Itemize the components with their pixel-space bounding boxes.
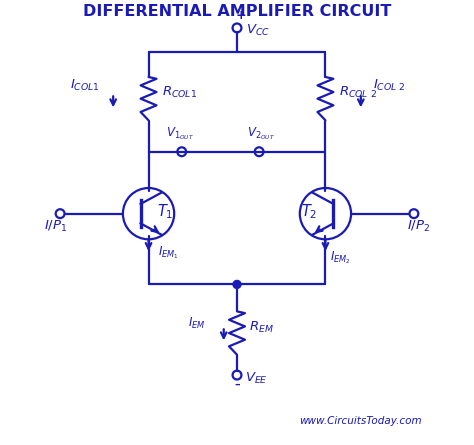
Text: $V_{2_{OUT}}$: $V_{2_{OUT}}$ (247, 125, 275, 142)
Text: $I/P_1$: $I/P_1$ (44, 218, 67, 234)
Text: –: – (234, 380, 240, 390)
Text: $R_{EM}$: $R_{EM}$ (249, 320, 274, 335)
Text: DIFFERENTIAL AMPLIFIER CIRCUIT: DIFFERENTIAL AMPLIFIER CIRCUIT (83, 4, 391, 19)
Text: +: + (235, 9, 246, 22)
Text: $R_{COL1}$: $R_{COL1}$ (162, 85, 197, 100)
Text: $I_{EM_1}$: $I_{EM_1}$ (158, 245, 179, 261)
Circle shape (233, 280, 241, 288)
Text: $I_{COL1}$: $I_{COL1}$ (70, 78, 100, 93)
Text: $I_{EM_2}$: $I_{EM_2}$ (330, 249, 351, 266)
Text: $V_{CC}$: $V_{CC}$ (246, 23, 270, 38)
Text: $I_{COL\ 2}$: $I_{COL\ 2}$ (373, 78, 406, 93)
Text: $I_{EM}$: $I_{EM}$ (189, 316, 206, 331)
Text: $V_{EE}$: $V_{EE}$ (245, 371, 268, 386)
Text: $T_1$: $T_1$ (156, 202, 173, 221)
Text: www.CircuitsToday.com: www.CircuitsToday.com (300, 417, 422, 426)
Text: $T_2$: $T_2$ (301, 202, 318, 221)
Text: $R_{COL\ 2}$: $R_{COL\ 2}$ (339, 85, 377, 100)
Text: $I/P_2$: $I/P_2$ (407, 218, 430, 234)
Text: $V_{1_{OUT}}$: $V_{1_{OUT}}$ (165, 125, 193, 142)
